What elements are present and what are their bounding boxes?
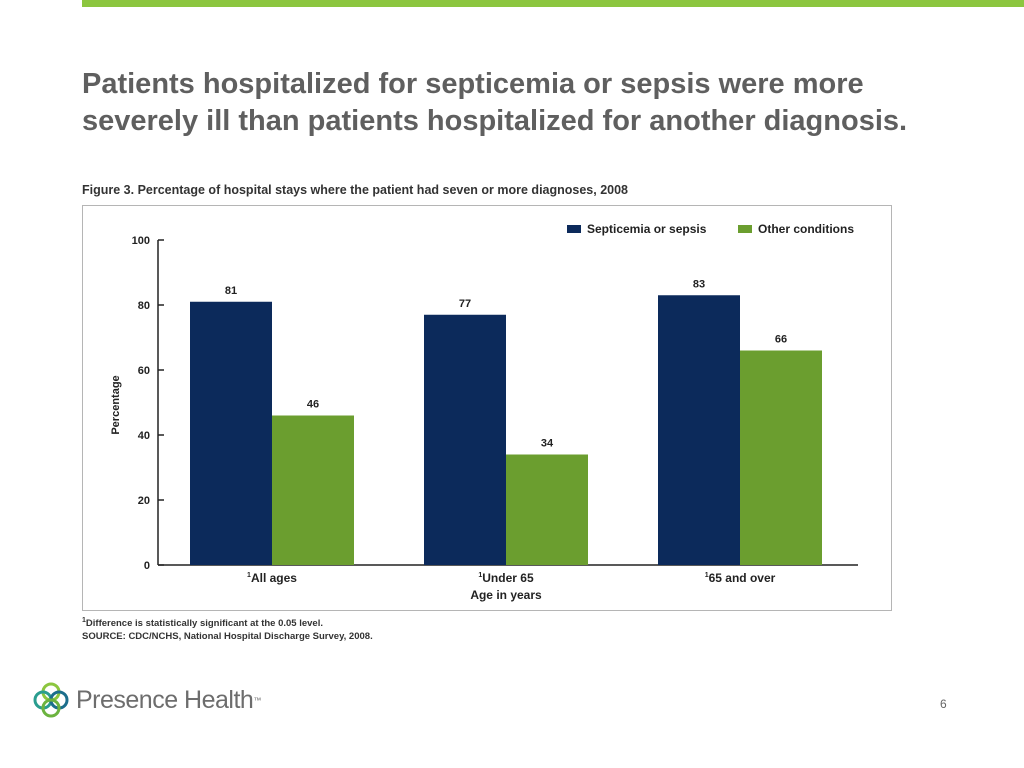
legend-swatch-0 bbox=[567, 225, 581, 233]
x-axis-label: Age in years bbox=[470, 588, 542, 602]
x-tick-label: 1All ages bbox=[247, 571, 297, 585]
bar-other-0 bbox=[272, 415, 354, 565]
bar-other-2 bbox=[740, 350, 822, 565]
data-label: 77 bbox=[459, 298, 471, 310]
y-tick-label: 80 bbox=[138, 300, 150, 312]
chart-frame: 0 20 40 60 80 100 Percentage 81 46 1All ages 77 34 1… bbox=[82, 205, 892, 611]
logo-trademark: ™ bbox=[253, 695, 262, 705]
footnote-marker: 1 bbox=[82, 617, 86, 624]
legend-swatch-1 bbox=[738, 225, 752, 233]
data-label: 81 bbox=[225, 285, 237, 297]
x-tick-label: 165 and over bbox=[705, 571, 776, 585]
data-label: 34 bbox=[541, 438, 554, 450]
bar-chart: 0 20 40 60 80 100 Percentage 81 46 1All ages 77 34 1… bbox=[110, 222, 858, 602]
page-number: 6 bbox=[940, 697, 947, 711]
data-label: 46 bbox=[307, 399, 319, 411]
y-tick-label: 60 bbox=[138, 365, 150, 377]
figure-caption: Figure 3. Percentage of hospital stays w… bbox=[82, 183, 629, 197]
y-tick-label: 0 bbox=[144, 560, 150, 572]
source-note: SOURCE: CDC/NCHS, National Hospital Disc… bbox=[82, 631, 373, 642]
y-tick-label: 40 bbox=[138, 430, 150, 442]
y-tick-label: 20 bbox=[138, 495, 150, 507]
significance-footnote: 1Difference is statistically significant… bbox=[82, 617, 323, 629]
legend-label-1: Other conditions bbox=[758, 222, 854, 236]
slide-title: Patients hospitalized for septicemia or … bbox=[82, 68, 908, 137]
y-axis-label: Percentage bbox=[110, 375, 122, 434]
footnote-text: Difference is statistically significant … bbox=[85, 618, 323, 630]
data-label: 66 bbox=[775, 334, 787, 346]
bar-septicemia-1 bbox=[424, 314, 506, 565]
bar-septicemia-2 bbox=[658, 295, 740, 565]
logo-wordmark: Presence Health bbox=[76, 685, 254, 714]
data-label: 83 bbox=[693, 278, 705, 290]
presence-health-logo: Presence Health ™ bbox=[32, 680, 261, 720]
legend-label-0: Septicemia or sepsis bbox=[587, 222, 707, 236]
interlocking-rings-icon bbox=[33, 682, 69, 718]
bar-septicemia-0 bbox=[190, 301, 272, 565]
y-tick-label: 100 bbox=[132, 235, 150, 247]
top-accent-bar bbox=[82, 0, 1024, 7]
x-tick-label: 1Under 65 bbox=[478, 571, 534, 585]
bar-other-1 bbox=[506, 454, 588, 565]
